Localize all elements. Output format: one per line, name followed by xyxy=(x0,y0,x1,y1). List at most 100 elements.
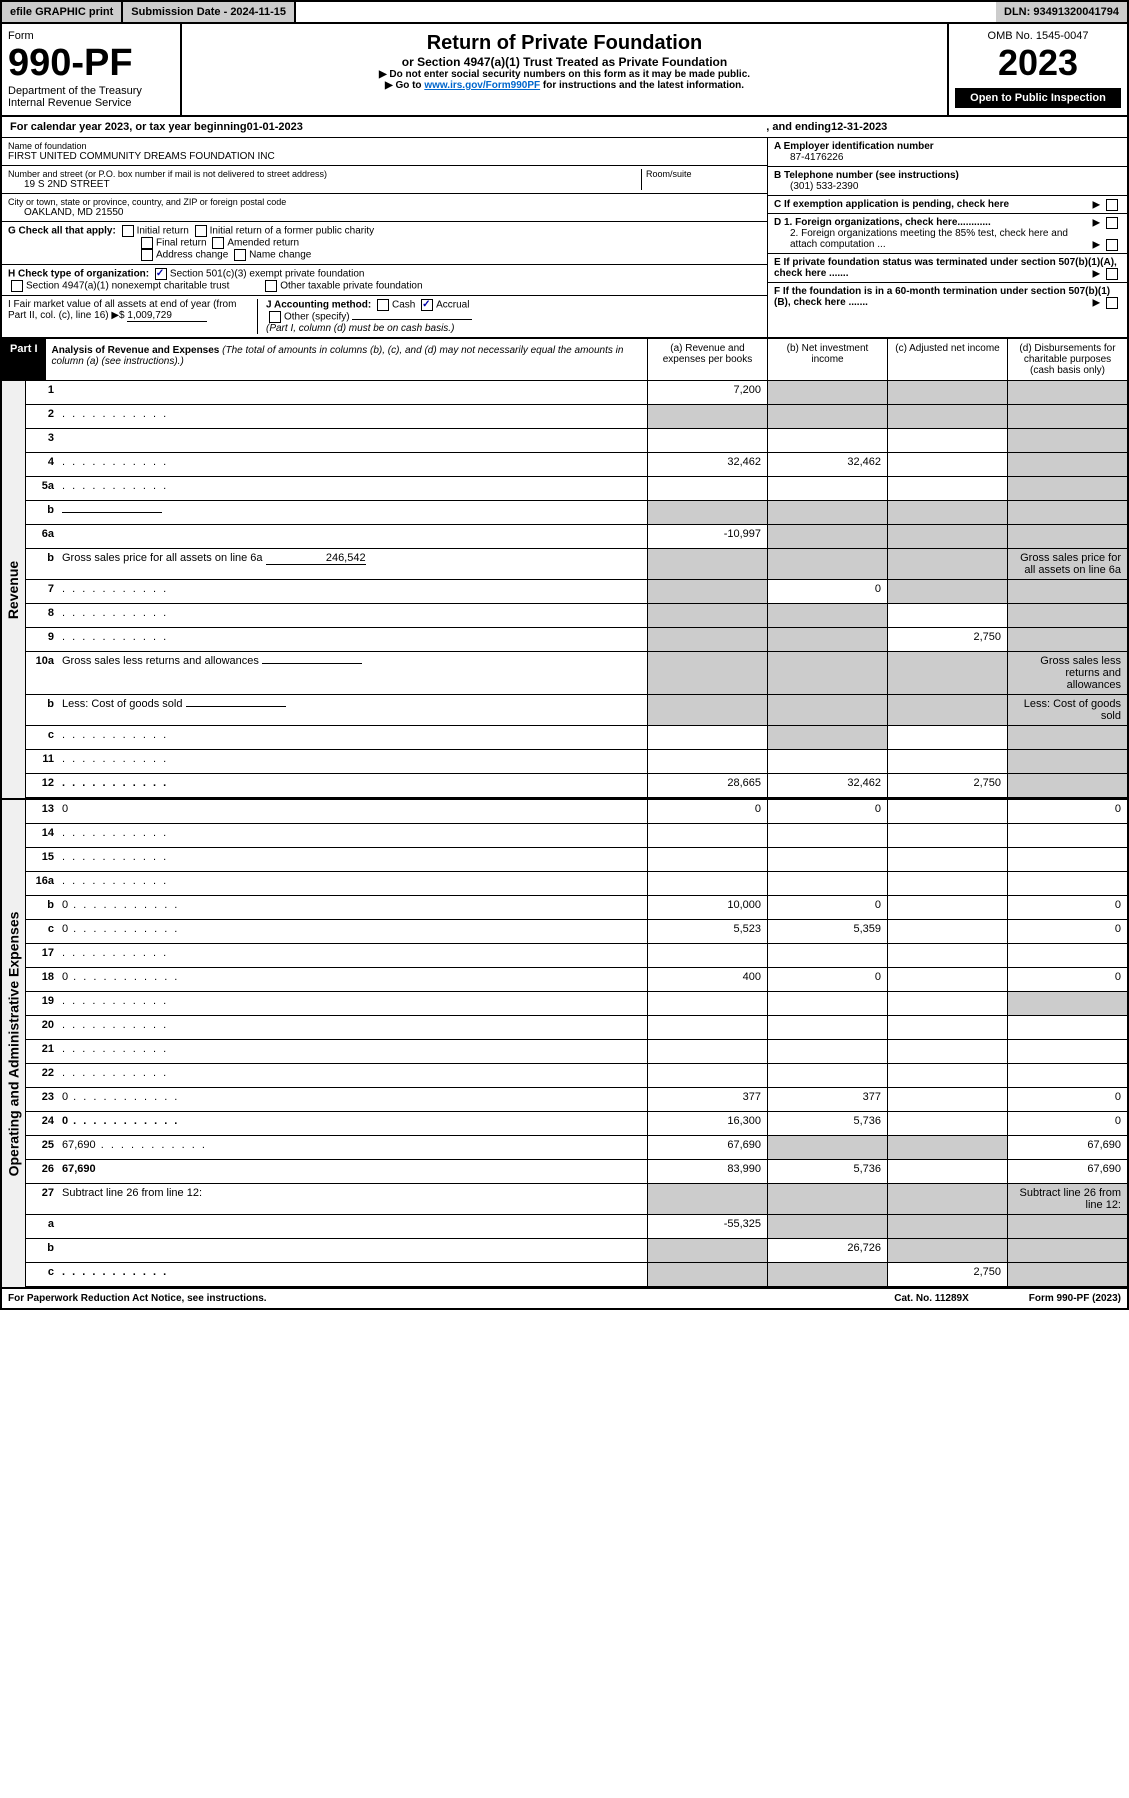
cell-c xyxy=(887,1064,1007,1087)
line-number: c xyxy=(26,1263,58,1286)
line-number: b xyxy=(26,896,58,919)
d1-checkbox[interactable] xyxy=(1106,217,1118,229)
line-c: c xyxy=(26,726,1127,750)
other-method-checkbox[interactable] xyxy=(269,311,281,323)
line-number: 4 xyxy=(26,453,58,476)
form-label: Form xyxy=(8,30,174,42)
cell-d: 0 xyxy=(1007,1088,1127,1111)
cell-a xyxy=(647,1064,767,1087)
form-subtitle: or Section 4947(a)(1) Trust Treated as P… xyxy=(190,55,939,69)
d-row: D 1. Foreign organizations, check here..… xyxy=(768,214,1127,254)
line-15: 15 xyxy=(26,848,1127,872)
cell-b xyxy=(767,1136,887,1159)
cell-c xyxy=(887,800,1007,823)
cell-c xyxy=(887,381,1007,404)
amended-return-checkbox[interactable] xyxy=(212,237,224,249)
line-9: 92,750 xyxy=(26,628,1127,652)
cell-b: 0 xyxy=(767,968,887,991)
cell-a: 32,462 xyxy=(647,453,767,476)
cell-b: 5,359 xyxy=(767,920,887,943)
cell-c xyxy=(887,453,1007,476)
cell-a: 10,000 xyxy=(647,896,767,919)
cell-c xyxy=(887,549,1007,579)
cell-d xyxy=(1007,628,1127,651)
cell-d: Subtract line 26 from line 12: xyxy=(1007,1184,1127,1214)
line-19: 19 xyxy=(26,992,1127,1016)
accrual-checkbox[interactable] xyxy=(421,299,433,311)
cell-c xyxy=(887,1184,1007,1214)
d2-checkbox[interactable] xyxy=(1106,239,1118,251)
line-21: 21 xyxy=(26,1040,1127,1064)
cell-a: 377 xyxy=(647,1088,767,1111)
cell-a xyxy=(647,580,767,603)
cell-b xyxy=(767,695,887,725)
cell-a xyxy=(647,750,767,773)
cell-c xyxy=(887,944,1007,967)
e-checkbox[interactable] xyxy=(1106,268,1118,280)
line-description xyxy=(58,1064,647,1087)
4947-checkbox[interactable] xyxy=(11,280,23,292)
line-description: 0 xyxy=(58,1112,647,1135)
cell-c xyxy=(887,1136,1007,1159)
line-5a: 5a xyxy=(26,477,1127,501)
line-description: 67,690 xyxy=(58,1160,647,1183)
line-description xyxy=(58,774,647,797)
irs-link[interactable]: www.irs.gov/Form990PF xyxy=(424,80,540,91)
cell-c xyxy=(887,1160,1007,1183)
cell-a xyxy=(647,824,767,847)
line-number: 3 xyxy=(26,429,58,452)
f-checkbox[interactable] xyxy=(1106,297,1118,309)
cell-c xyxy=(887,604,1007,627)
line-number: b xyxy=(26,1239,58,1262)
footer-left: For Paperwork Reduction Act Notice, see … xyxy=(8,1293,267,1304)
top-bar: efile GRAPHIC print Submission Date - 20… xyxy=(2,2,1127,24)
other-taxable-checkbox[interactable] xyxy=(265,280,277,292)
cell-c: 2,750 xyxy=(887,774,1007,797)
cell-b xyxy=(767,477,887,500)
line-number: 19 xyxy=(26,992,58,1015)
cash-checkbox[interactable] xyxy=(377,299,389,311)
form-container: efile GRAPHIC print Submission Date - 20… xyxy=(0,0,1129,1310)
cell-a xyxy=(647,992,767,1015)
cell-d xyxy=(1007,1239,1127,1262)
cell-c xyxy=(887,1016,1007,1039)
header-right: OMB No. 1545-0047 2023 Open to Public In… xyxy=(947,24,1127,115)
line-description: Less: Cost of goods sold xyxy=(58,695,647,725)
foundation-name: FIRST UNITED COMMUNITY DREAMS FOUNDATION… xyxy=(8,151,761,162)
cell-b xyxy=(767,549,887,579)
initial-return-checkbox[interactable] xyxy=(122,225,134,237)
cell-c xyxy=(887,992,1007,1015)
initial-public-checkbox[interactable] xyxy=(195,225,207,237)
cell-d: 0 xyxy=(1007,968,1127,991)
cell-b: 0 xyxy=(767,800,887,823)
line-23: 2303773770 xyxy=(26,1088,1127,1112)
cell-c xyxy=(887,501,1007,524)
501c3-checkbox[interactable] xyxy=(155,268,167,280)
final-return-checkbox[interactable] xyxy=(141,237,153,249)
line-c: c2,750 xyxy=(26,1263,1127,1287)
cell-b xyxy=(767,429,887,452)
line-description xyxy=(58,405,647,428)
cell-b xyxy=(767,381,887,404)
cell-d xyxy=(1007,848,1127,871)
revenue-section: Revenue 17,20023432,46232,4625ab 6a-10,9… xyxy=(2,381,1127,798)
cell-d xyxy=(1007,429,1127,452)
cell-b xyxy=(767,628,887,651)
cell-b xyxy=(767,872,887,895)
cell-d xyxy=(1007,774,1127,797)
line-c: c05,5235,3590 xyxy=(26,920,1127,944)
cell-b xyxy=(767,405,887,428)
c-checkbox[interactable] xyxy=(1106,199,1118,211)
cell-b xyxy=(767,604,887,627)
address-change-checkbox[interactable] xyxy=(141,249,153,261)
name-change-checkbox[interactable] xyxy=(234,249,246,261)
line-number: 1 xyxy=(26,381,58,404)
line-13: 130000 xyxy=(26,800,1127,824)
part1-desc: Analysis of Revenue and Expenses (The to… xyxy=(46,339,647,380)
cell-a xyxy=(647,604,767,627)
f-row: F If the foundation is in a 60-month ter… xyxy=(768,283,1127,311)
line-number: 11 xyxy=(26,750,58,773)
line-6a: 6a-10,997 xyxy=(26,525,1127,549)
line-24: 24016,3005,7360 xyxy=(26,1112,1127,1136)
cell-d xyxy=(1007,1215,1127,1238)
